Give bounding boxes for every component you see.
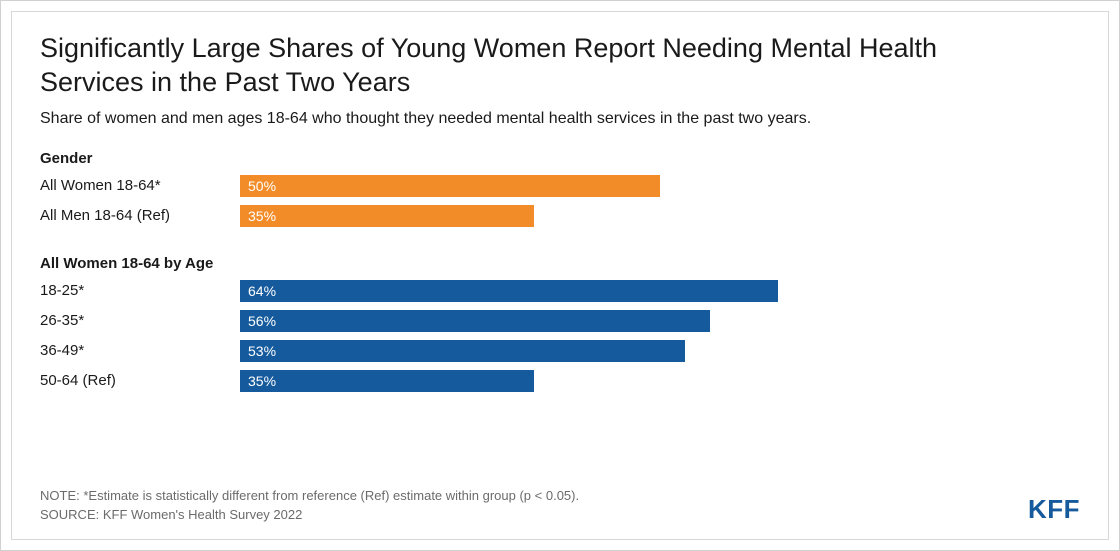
bar-label: 18-25* (40, 282, 240, 299)
bar-row: 50-64 (Ref) 35% (40, 368, 1080, 394)
footer-source: SOURCE: KFF Women's Health Survey 2022 (40, 506, 1080, 525)
group-header-gender: Gender (40, 150, 1080, 167)
bar-track: 53% (240, 340, 1080, 362)
bar-row: All Women 18-64* 50% (40, 173, 1080, 199)
bar: 56% (240, 310, 710, 332)
bar-row: 18-25* 64% (40, 278, 1080, 304)
bar-label: 36-49* (40, 342, 240, 359)
bar: 53% (240, 340, 685, 362)
chart-card: Significantly Large Shares of Young Wome… (11, 11, 1109, 540)
footer-note: NOTE: *Estimate is statistically differe… (40, 487, 1080, 506)
bar-track: 56% (240, 310, 1080, 332)
chart-title: Significantly Large Shares of Young Wome… (40, 32, 1000, 100)
outer-frame: Significantly Large Shares of Young Wome… (0, 0, 1120, 551)
bar: 35% (240, 370, 534, 392)
bar-track: 35% (240, 205, 1080, 227)
bar-track: 64% (240, 280, 1080, 302)
bar-label: All Women 18-64* (40, 177, 240, 194)
bar-label: 50-64 (Ref) (40, 372, 240, 389)
group-header-age: All Women 18-64 by Age (40, 255, 1080, 272)
bar: 35% (240, 205, 534, 227)
chart-area: Gender All Women 18-64* 50% All Men 18-6… (40, 150, 1080, 488)
bar: 64% (240, 280, 778, 302)
kff-logo: KFF (1028, 494, 1080, 525)
chart-footer: NOTE: *Estimate is statistically differe… (40, 487, 1080, 525)
group-age: All Women 18-64 by Age 18-25* 64% 26-35*… (40, 255, 1080, 398)
bar-track: 35% (240, 370, 1080, 392)
chart-subtitle: Share of women and men ages 18-64 who th… (40, 110, 1080, 128)
group-gender: Gender All Women 18-64* 50% All Men 18-6… (40, 150, 1080, 233)
bar-label: 26-35* (40, 312, 240, 329)
bar-track: 50% (240, 175, 1080, 197)
bar-row: 36-49* 53% (40, 338, 1080, 364)
bar-row: 26-35* 56% (40, 308, 1080, 334)
bar-label: All Men 18-64 (Ref) (40, 207, 240, 224)
bar: 50% (240, 175, 660, 197)
bar-row: All Men 18-64 (Ref) 35% (40, 203, 1080, 229)
